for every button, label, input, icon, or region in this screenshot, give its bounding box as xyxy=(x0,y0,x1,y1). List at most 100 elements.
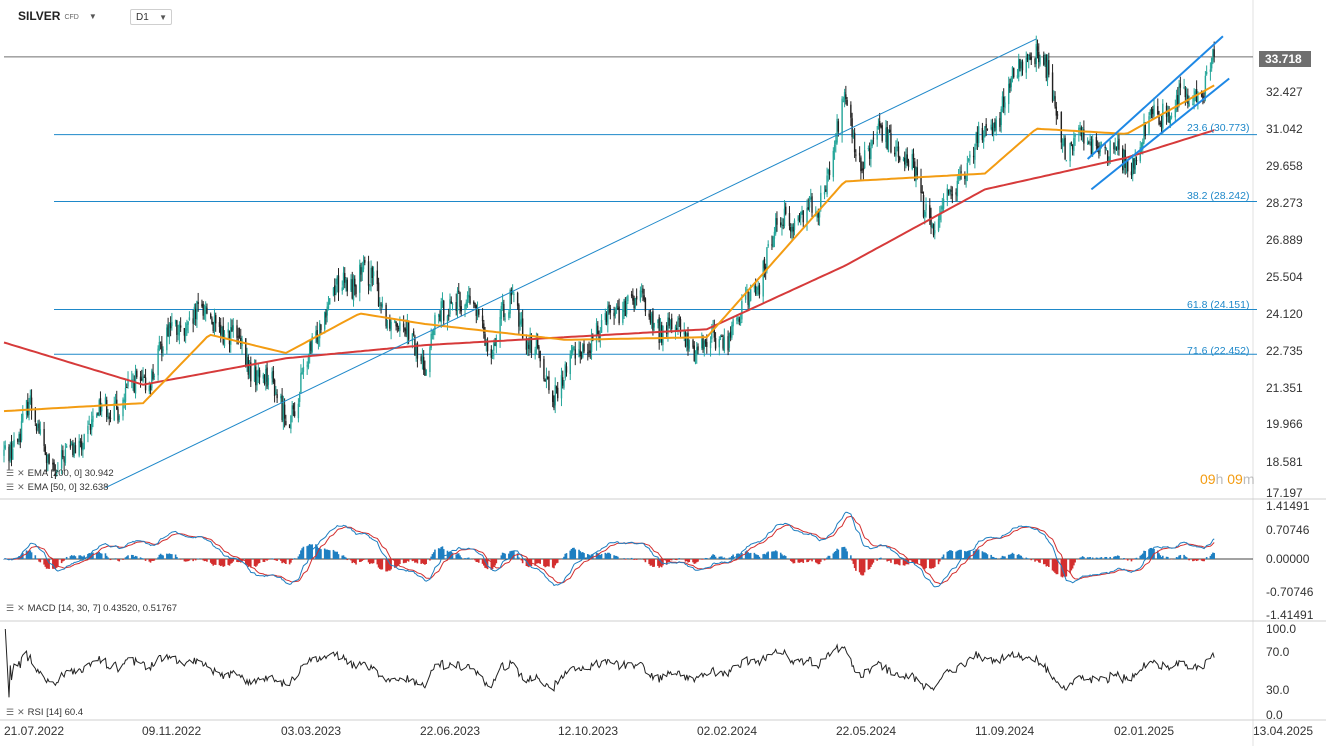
candle-body xyxy=(421,356,424,363)
macd-histogram-bar xyxy=(281,559,283,564)
menu-icon[interactable]: ☰ xyxy=(6,603,15,613)
candle-body xyxy=(257,369,260,377)
legend-ema50[interactable]: ☰ ✕ EMA [50, 0] 32.638 xyxy=(6,482,108,493)
macd-histogram-bar xyxy=(521,559,524,564)
macd-histogram-bar xyxy=(456,553,459,559)
candle-body xyxy=(555,386,558,389)
macd-histogram-bar xyxy=(352,559,355,563)
candle-body xyxy=(669,320,672,325)
macd-histogram-bar xyxy=(1205,557,1208,559)
candle-body xyxy=(389,319,391,329)
macd-histogram-bar xyxy=(266,559,268,561)
macd-histogram-bar xyxy=(325,549,327,559)
candle-body xyxy=(1008,83,1010,105)
candle-body xyxy=(712,326,714,330)
macd-histogram-bar xyxy=(171,554,173,559)
candle-body xyxy=(525,338,528,350)
candle-body xyxy=(306,365,308,367)
macd-histogram-bar xyxy=(520,559,523,561)
countdown-hours: 09 xyxy=(1200,471,1216,487)
timeframe-selector[interactable]: D1 ▼ xyxy=(130,9,172,25)
menu-icon[interactable]: ☰ xyxy=(6,468,15,478)
candle-body xyxy=(580,355,583,357)
macd-histogram-bar xyxy=(1197,559,1199,561)
macd-histogram-bar xyxy=(1009,554,1011,559)
candle-body xyxy=(1044,56,1046,63)
candle-body xyxy=(396,323,399,327)
macd-histogram-bar xyxy=(858,559,861,573)
close-icon[interactable]: ✕ xyxy=(17,482,25,492)
close-icon[interactable]: ✕ xyxy=(17,468,25,478)
macd-histogram-bar xyxy=(994,557,996,559)
macd-histogram-bar xyxy=(92,552,94,559)
macd-histogram-bar xyxy=(932,559,935,569)
macd-histogram-bar xyxy=(799,559,802,563)
candle-body xyxy=(718,339,721,348)
macd-histogram-bar xyxy=(320,549,322,559)
candle-body xyxy=(262,374,265,379)
macd-histogram-bar xyxy=(127,555,129,559)
candle-body xyxy=(1048,60,1050,75)
menu-icon[interactable]: ☰ xyxy=(6,482,15,492)
macd-histogram-bar xyxy=(826,557,828,559)
close-icon[interactable]: ✕ xyxy=(17,707,25,717)
legend-rsi[interactable]: ☰ ✕ RSI [14] 60.4 xyxy=(6,707,83,718)
macd-histogram-bar xyxy=(539,559,541,564)
macd-histogram-bar xyxy=(390,559,392,570)
fib-label-61-8: 61.8 (24.151) xyxy=(1187,299,1250,311)
candle-body xyxy=(858,152,861,156)
macd-histogram-bar xyxy=(1133,559,1135,560)
macd-histogram-bar xyxy=(1144,551,1147,559)
macd-histogram-bar xyxy=(440,547,443,559)
legend-ema200[interactable]: ☰ ✕ EMA [200, 0] 30.942 xyxy=(6,468,114,479)
candle-body xyxy=(776,218,778,225)
macd-histogram-bar xyxy=(754,554,757,559)
macd-histogram-bar xyxy=(353,559,356,564)
macd-histogram-bar xyxy=(767,551,769,559)
macd-histogram-bar xyxy=(504,553,506,559)
macd-histogram-bar xyxy=(861,559,863,576)
candle-body xyxy=(982,134,985,142)
legend-macd[interactable]: ☰ ✕ MACD [14, 30, 7] 0.43520, 0.51767 xyxy=(6,603,177,614)
macd-histogram-bar xyxy=(1178,555,1180,559)
candle-body xyxy=(132,379,134,382)
candle-body xyxy=(38,423,40,434)
macd-histogram-bar xyxy=(1091,557,1094,559)
macd-histogram-bar xyxy=(72,556,74,559)
candle-body xyxy=(1090,141,1093,155)
chevron-down-icon[interactable]: ▼ xyxy=(88,11,97,21)
candle-body xyxy=(757,285,759,290)
candle-body xyxy=(569,354,571,375)
macd-histogram-bar xyxy=(37,559,39,560)
candle-body xyxy=(560,375,563,399)
candle-body xyxy=(142,376,144,382)
candle-body xyxy=(1114,145,1116,150)
close-icon[interactable]: ✕ xyxy=(17,603,25,613)
menu-icon[interactable]: ☰ xyxy=(6,707,15,717)
macd-histogram-bar xyxy=(809,559,812,560)
macd-histogram-bar xyxy=(48,559,50,569)
candle-body xyxy=(468,294,470,298)
macd-histogram-bar xyxy=(1065,559,1068,577)
countdown-hours-unit: h xyxy=(1215,471,1224,487)
macd-histogram-bar xyxy=(141,558,143,559)
macd-histogram-bar xyxy=(738,554,741,559)
candle-body xyxy=(1143,122,1145,143)
macd-histogram-bar xyxy=(921,559,924,567)
candle-body xyxy=(766,247,768,271)
candle-body xyxy=(696,347,698,356)
macd-histogram-bar xyxy=(122,559,124,560)
candle-body xyxy=(297,403,300,419)
candle-body xyxy=(974,148,976,160)
candle-body xyxy=(640,291,643,293)
macd-histogram-bar xyxy=(665,559,668,565)
symbol-selector[interactable]: SILVER CFD ▼ xyxy=(18,9,97,23)
candle-body xyxy=(126,387,128,389)
macd-histogram-bar xyxy=(169,554,172,559)
macd-histogram-bar xyxy=(816,559,818,564)
candle-body xyxy=(1038,51,1040,63)
macd-histogram-bar xyxy=(465,558,468,559)
candle-body xyxy=(732,319,734,327)
